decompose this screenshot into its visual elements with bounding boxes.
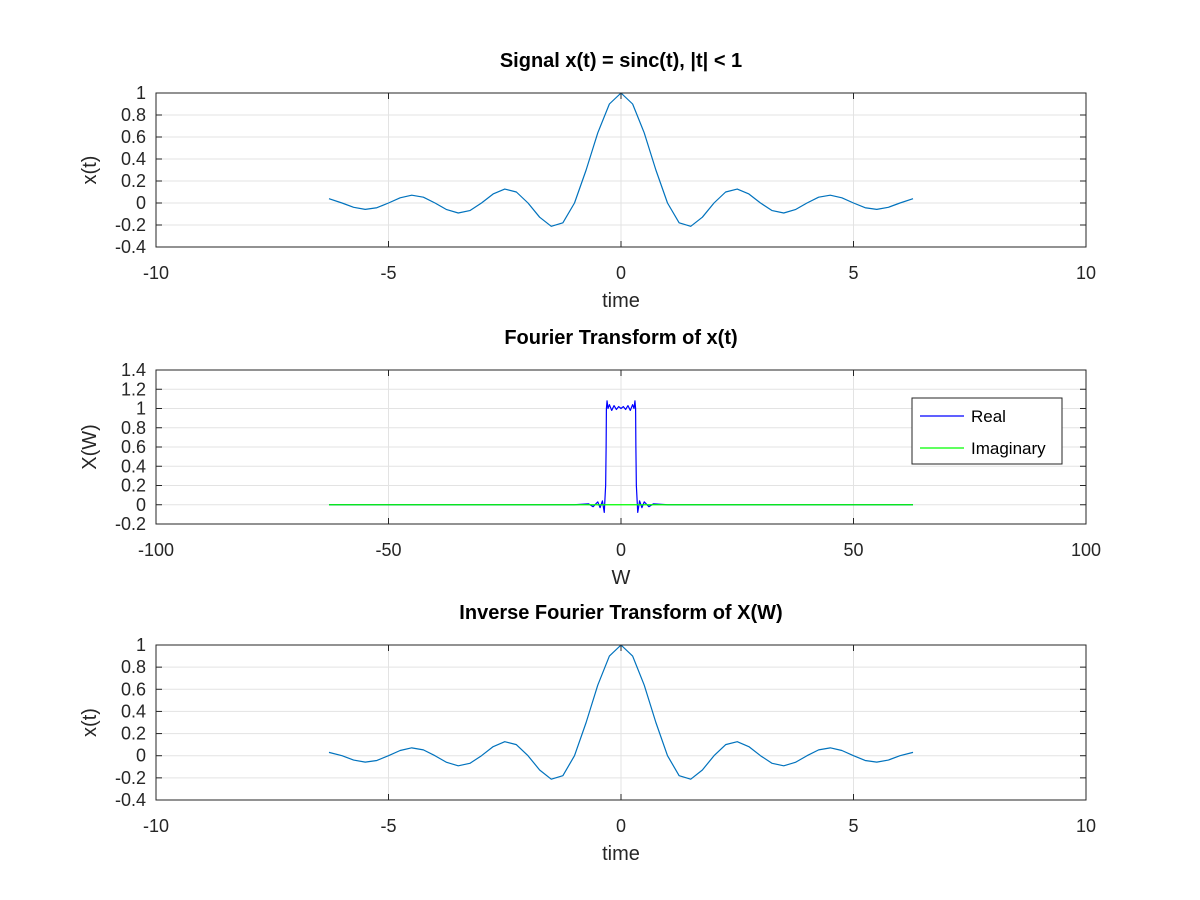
y-tick-label: -0.2 [115, 215, 146, 235]
x-tick-label: 5 [848, 816, 858, 836]
x-tick-label: 5 [848, 263, 858, 283]
legend: Real Imaginary [911, 397, 1063, 465]
x-tick-label: -5 [380, 263, 396, 283]
x-tick-label: -5 [380, 816, 396, 836]
y-tick-label: 0.6 [121, 679, 146, 699]
x-tick-label: -100 [138, 540, 174, 560]
y-tick-label: 0.2 [121, 171, 146, 191]
x-tick-label: -10 [143, 816, 169, 836]
y-tick-label: 0.8 [121, 418, 146, 438]
y-tick-label: 0.4 [121, 701, 146, 721]
legend-label-real: Real [971, 407, 1006, 426]
chart-title: Signal x(t) = sinc(t), |t| < 1 [500, 50, 742, 72]
x-tick-label: 0 [616, 816, 626, 836]
y-tick-label: 1.4 [121, 360, 146, 380]
legend-label-imaginary: Imaginary [971, 439, 1046, 458]
x-tick-label: -50 [375, 540, 401, 560]
y-axis-label: X(W) [79, 424, 101, 470]
y-tick-label: -0.2 [115, 768, 146, 788]
x-tick-label: 0 [616, 540, 626, 560]
x-axis-label: time [602, 290, 640, 312]
x-tick-label: 50 [843, 540, 863, 560]
y-tick-label: 0.6 [121, 127, 146, 147]
x-tick-label: -10 [143, 263, 169, 283]
y-tick-label: -0.2 [115, 514, 146, 534]
y-axis-label: x(t) [79, 708, 101, 737]
x-tick-label: 0 [616, 263, 626, 283]
y-tick-label: 0 [136, 746, 146, 766]
y-tick-label: -0.4 [115, 237, 146, 257]
x-axis-label: W [612, 567, 631, 589]
y-tick-label: 0 [136, 193, 146, 213]
legend-box [911, 397, 1063, 465]
y-tick-label: 0.6 [121, 437, 146, 457]
y-tick-label: 0 [136, 495, 146, 515]
x-tick-label: 10 [1076, 263, 1096, 283]
y-tick-label: 0.2 [121, 476, 146, 496]
y-axis-label: x(t) [79, 156, 101, 185]
y-tick-label: 1 [136, 635, 146, 655]
subplot-2: -100 -50 0 50 100-0.200.20.40.60.811.21.4Fou… [79, 327, 1101, 589]
x-tick-label: 100 [1071, 540, 1101, 560]
chart-title: Fourier Transform of x(t) [504, 327, 737, 349]
x-axis-label: time [602, 843, 640, 865]
series-line-real [328, 400, 914, 514]
y-tick-label: 0.8 [121, 657, 146, 677]
chart-title: Inverse Fourier Transform of X(W) [459, 602, 782, 624]
y-tick-label: 0.4 [121, 456, 146, 476]
y-tick-label: -0.4 [115, 790, 146, 810]
y-tick-label: 0.2 [121, 724, 146, 744]
y-tick-label: 1 [136, 399, 146, 419]
x-tick-label: 10 [1076, 816, 1096, 836]
y-tick-label: 1.2 [121, 379, 146, 399]
y-tick-label: 0.8 [121, 105, 146, 125]
y-tick-label: 0.4 [121, 149, 146, 169]
y-tick-label: 1 [136, 83, 146, 103]
